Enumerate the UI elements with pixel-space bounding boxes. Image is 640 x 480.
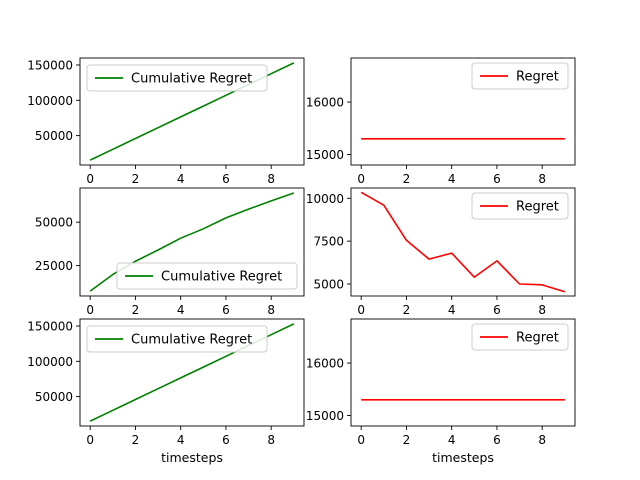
y-tick-label: 15000 xyxy=(306,409,344,423)
y-tick-label: 150000 xyxy=(27,319,73,333)
x-tick-label: 6 xyxy=(222,433,230,447)
x-tick-label: 0 xyxy=(86,172,94,186)
y-tick-label: 15000 xyxy=(306,148,344,162)
x-tick-label: 2 xyxy=(403,433,411,447)
x-tick-label: 0 xyxy=(357,433,365,447)
legend: Cumulative Regret xyxy=(116,262,298,290)
y-tick-label: 100000 xyxy=(27,94,73,108)
y-tick-label: 150000 xyxy=(27,58,73,72)
x-tick-label: 4 xyxy=(177,172,185,186)
x-tick-label: 2 xyxy=(403,172,411,186)
legend: Cumulative Regret xyxy=(86,64,268,92)
legend-box xyxy=(471,192,569,220)
x-axis-label: timesteps xyxy=(161,450,223,465)
x-tick-label: 4 xyxy=(177,303,185,317)
panel-top-left: 0 2 4 6 8 50000 100000 150000 Cumulative Regret xyxy=(27,57,305,186)
panel-bottom-left: 0 2 4 6 8 50000 100000 150000 Cumulative Regret t… xyxy=(27,318,305,465)
x-tick-label: 4 xyxy=(448,433,456,447)
x-tick-label: 0 xyxy=(86,433,94,447)
x-tick-label: 0 xyxy=(86,303,94,317)
legend-label: Cumulative Regret xyxy=(161,270,282,285)
x-tick-label: 6 xyxy=(493,303,501,317)
series-line xyxy=(360,191,566,293)
panel-middle-left: 0 2 4 6 8 25000 50000 Cumulative Regret xyxy=(35,187,305,317)
x-tick-label: 2 xyxy=(132,172,140,186)
x-tick-label: 6 xyxy=(493,172,501,186)
x-tick-label: 2 xyxy=(403,303,411,317)
legend-box xyxy=(116,262,298,290)
x-tick-label: 8 xyxy=(538,433,546,447)
x-tick-label: 8 xyxy=(538,172,546,186)
x-tick-label: 2 xyxy=(132,303,140,317)
x-axis-label: timesteps xyxy=(432,450,494,465)
legend-label: Cumulative Regret xyxy=(131,72,252,87)
y-tick-label: 25000 xyxy=(35,259,73,273)
x-tick-label: 0 xyxy=(357,172,365,186)
legend-label: Regret xyxy=(516,70,559,85)
legend: Regret xyxy=(471,323,569,351)
y-tick-label: 100000 xyxy=(27,355,73,369)
panel-bottom-right: 0 2 4 6 8 15000 16000 Regret timesteps xyxy=(306,318,576,465)
y-tick-label: 5000 xyxy=(313,278,344,292)
x-tick-label: 8 xyxy=(267,172,275,186)
legend-box xyxy=(86,64,268,92)
x-tick-label: 8 xyxy=(267,303,275,317)
y-tick-label: 50000 xyxy=(35,216,73,230)
x-tick-label: 2 xyxy=(132,433,140,447)
x-tick-label: 8 xyxy=(267,433,275,447)
legend-label: Cumulative Regret xyxy=(131,333,252,348)
x-tick-label: 4 xyxy=(177,433,185,447)
x-tick-label: 4 xyxy=(448,303,456,317)
legend-box xyxy=(471,323,569,351)
x-tick-label: 4 xyxy=(448,172,456,186)
x-tick-label: 6 xyxy=(493,433,501,447)
x-tick-label: 8 xyxy=(538,303,546,317)
legend: Regret xyxy=(471,192,569,220)
y-tick-label: 50000 xyxy=(35,129,73,143)
y-tick-label: 50000 xyxy=(35,390,73,404)
x-tick-label: 0 xyxy=(357,303,365,317)
legend-box xyxy=(471,62,569,90)
legend-box xyxy=(86,325,268,353)
panel-top-right: 0 2 4 6 8 15000 16000 Regret xyxy=(306,57,576,186)
y-tick-label: 7500 xyxy=(313,235,344,249)
legend: Regret xyxy=(471,62,569,90)
x-tick-label: 6 xyxy=(222,172,230,186)
panel-middle-right: 0 2 4 6 8 5000 7500 10000 Regret xyxy=(306,187,576,317)
x-tick-label: 6 xyxy=(222,303,230,317)
legend-label: Regret xyxy=(516,200,559,215)
y-tick-label: 16000 xyxy=(306,96,344,110)
legend: Cumulative Regret xyxy=(86,325,268,353)
y-tick-label: 10000 xyxy=(306,192,344,206)
legend-label: Regret xyxy=(516,331,559,346)
y-tick-label: 16000 xyxy=(306,357,344,371)
